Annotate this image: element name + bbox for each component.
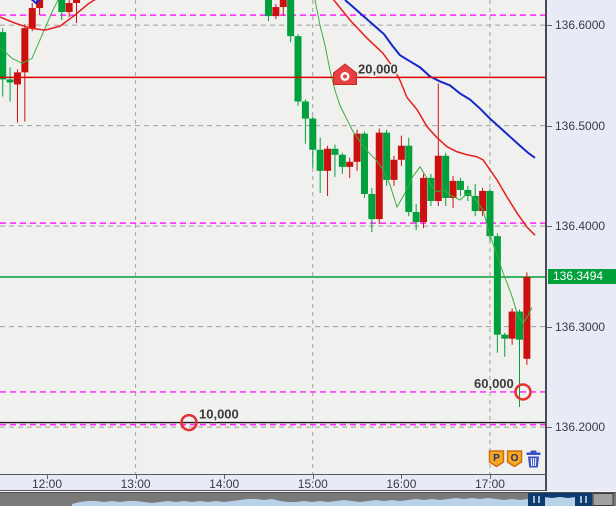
candle-body [501,334,509,339]
price-tick-label: 136.4000 [555,219,606,234]
ma-line-fast-green [314,0,533,325]
price-tick-label: 136.2000 [555,420,606,435]
chart-navigator[interactable] [0,492,616,506]
time-tick-label: 13:00 [120,477,151,491]
navigator-handle-right[interactable] [575,493,592,506]
ma-line-mid-red [0,0,96,31]
candle-body [449,180,457,198]
time-tick-label: 14:00 [209,477,240,491]
candle-body [420,177,428,223]
navigator-data-wave [72,497,592,506]
time-axis-tick [489,475,491,479]
candle-body [73,0,81,4]
order-pin-marker[interactable] [333,63,357,85]
time-axis-tick [312,475,314,479]
navigator-svg [72,493,614,506]
order-circle-marker[interactable] [514,383,532,401]
candlestick-chart-area[interactable]: 20,000 10,000 60,000 [0,0,547,475]
candle-body [309,118,317,150]
price-axis-tick [547,226,552,228]
candle-body [353,133,361,162]
candle-body [287,0,295,37]
candle-body [331,148,339,155]
candle-body [442,155,450,198]
time-axis-tick [401,475,403,479]
candle-body [486,190,494,237]
order-quantity-label: 20,000 [358,61,398,76]
candle-body [264,0,272,17]
current-price-tag: 136.3494 [548,268,616,284]
candle-body [294,36,302,102]
order-pin-dot-center [343,74,347,79]
candle-body [58,0,66,13]
candle-body [301,101,309,119]
ma-line-mid-red [332,0,536,236]
candle-body [28,8,36,29]
candle-body [279,0,287,8]
candle-body [324,148,332,171]
candle-body [479,190,487,212]
position-badge-label: P [493,453,500,464]
candle-body [456,180,464,190]
price-axis-tick [547,25,552,27]
trash-icon-button[interactable] [524,449,543,469]
order-badge-shape [506,450,523,468]
candle-body [397,145,405,160]
candle-body [316,149,324,171]
candle-body [21,28,29,73]
candle-body [13,72,21,85]
chart-toolbar: P O [488,449,543,469]
candle-body [405,145,413,213]
position-badge-p[interactable]: P [488,450,505,468]
candle-body [516,311,524,340]
time-axis[interactable]: 12:00 13:00 14:00 15:00 16:00 17:00 [0,475,547,491]
order-circle-marker[interactable] [180,413,198,432]
order-badge-label: O [511,453,519,464]
trash-icon-stripes [530,457,537,467]
time-tick-label: 15:00 [297,477,328,491]
candle-body [427,177,435,201]
price-axis-tick [547,125,552,127]
time-tick-label: 16:00 [386,477,417,491]
candle-body [383,132,391,180]
price-tick-label: 136.3000 [555,319,606,334]
candle-body [272,7,280,17]
candlestick-chart-svg: 20,000 10,000 60,000 [0,0,545,474]
navigator-handle-left[interactable] [528,493,545,506]
ma-line-fast-green [0,0,59,64]
price-axis-tick [547,326,552,328]
time-axis-tick [135,475,137,479]
candle-body [338,154,346,167]
order-badge-o[interactable]: O [506,450,523,468]
price-tick-label: 136.6000 [555,18,606,33]
candle-body [434,155,442,201]
candle-body [65,3,73,13]
price-axis-tick [547,427,552,429]
candle-body [360,133,368,194]
time-axis-tick [47,475,48,479]
candle-body [412,212,420,223]
candle-body [368,193,376,220]
time-tick-label: 12:00 [31,477,63,491]
candle-body [390,159,398,180]
candle-body [508,311,516,339]
candle-body [346,161,354,167]
candle-body [493,236,501,335]
navigator-button[interactable] [592,493,614,506]
ma-line-slow-blue [344,0,536,159]
candle-body [0,32,7,80]
time-tick-label: 17:00 [474,477,505,491]
price-axis[interactable]: 136.3494 136.6000 136.5000 136.4000 136.300… [547,0,616,491]
price-tick-label: 136.5000 [555,118,606,133]
order-quantity-label: 60,000 [474,376,514,391]
ma-line-slow-blue [30,0,42,5]
candle-body [471,195,479,212]
position-badge-shape [488,450,505,468]
time-axis-tick [224,475,226,479]
candle-body [36,0,44,9]
order-quantity-label: 10,000 [199,407,239,422]
candle-body [6,79,14,83]
candle-body [375,132,383,220]
